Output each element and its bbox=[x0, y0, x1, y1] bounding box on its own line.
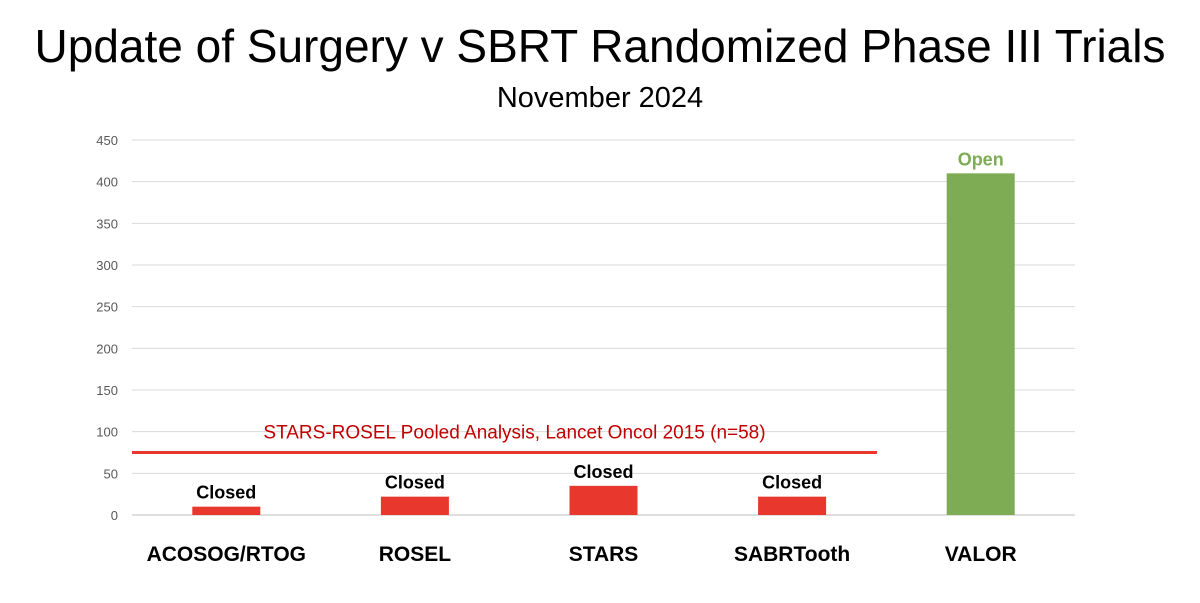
y-tick-label: 250 bbox=[96, 300, 118, 315]
bar bbox=[758, 496, 827, 515]
x-axis: ACOSOG/RTOG ROSEL STARS SABRTooth VALOR bbox=[147, 543, 1017, 566]
y-tick-label: 300 bbox=[96, 258, 118, 273]
bar-status-label: Closed bbox=[196, 483, 256, 503]
bar bbox=[946, 173, 1015, 516]
bar bbox=[192, 506, 261, 515]
y-tick-label: 400 bbox=[96, 175, 118, 190]
y-tick-label: 50 bbox=[104, 466, 118, 481]
x-tick-label: STARS bbox=[569, 543, 639, 566]
chart-subtitle: November 2024 bbox=[496, 82, 704, 114]
reference-line-label: STARS-ROSEL Pooled Analysis, Lancet Onco… bbox=[263, 423, 765, 444]
bars: Closed Closed Closed Closed Open bbox=[192, 149, 1015, 516]
bar bbox=[380, 496, 449, 515]
x-tick-label: VALOR bbox=[945, 543, 1017, 566]
y-tick-label: 350 bbox=[96, 216, 118, 231]
bar-status-label: Closed bbox=[385, 473, 445, 493]
y-tick-label: 150 bbox=[96, 383, 118, 398]
y-tick-label: 450 bbox=[96, 133, 118, 148]
x-tick-label: ACOSOG/RTOG bbox=[147, 543, 306, 566]
x-tick-label: SABRTooth bbox=[734, 543, 850, 566]
bar-status-label: Closed bbox=[573, 462, 633, 482]
chart-title: Update of Surgery v SBRT Randomized Phas… bbox=[34, 20, 1166, 72]
y-tick-label: 200 bbox=[96, 341, 118, 356]
gridlines bbox=[132, 139, 1075, 516]
y-tick-label: 100 bbox=[96, 425, 118, 440]
bar bbox=[569, 485, 638, 515]
x-tick-label: ROSEL bbox=[379, 543, 452, 566]
y-axis: 0 50 100 150 200 250 300 350 400 450 bbox=[96, 133, 118, 523]
reference-line-group: STARS-ROSEL Pooled Analysis, Lancet Onco… bbox=[132, 423, 877, 454]
bar-status-label: Open bbox=[958, 149, 1004, 169]
bar-status-label: Closed bbox=[762, 473, 822, 493]
y-tick-label: 0 bbox=[111, 508, 118, 523]
